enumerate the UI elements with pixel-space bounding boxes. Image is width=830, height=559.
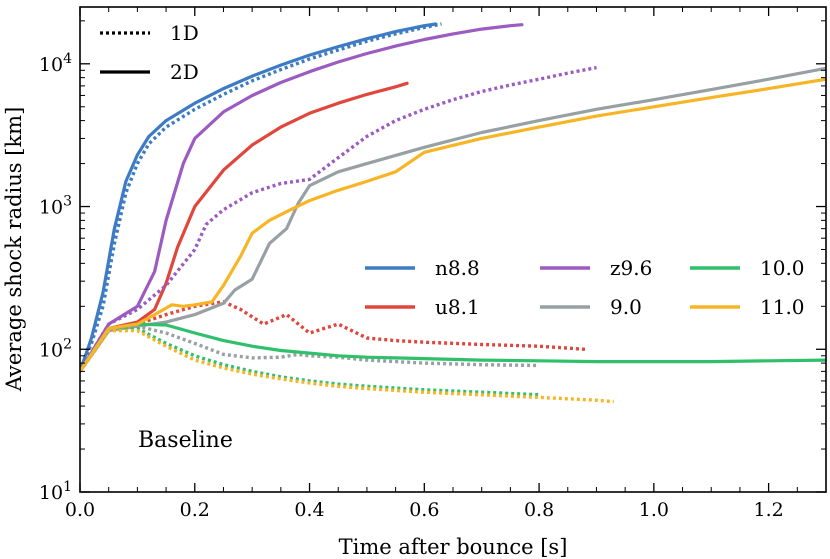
x-tick-label: 0.6: [409, 499, 439, 521]
x-tick-label: 0.2: [180, 499, 210, 521]
series-line-11-0: [80, 77, 826, 373]
series-line-z9-6-1d: [80, 65, 597, 373]
tick-labels: 0.0 0.2 0.4 0.6 0.8 1.0 1.2 101 102 103 104: [39, 51, 784, 521]
series-line-10-0: [80, 322, 826, 373]
series-line-9-0: [80, 66, 826, 373]
y-tick-label: 101: [39, 479, 72, 504]
series-line-n8-8-1d: [80, 22, 442, 373]
ticks-layer: [79, 7, 827, 493]
legend-label-11-0: 11.0: [760, 295, 805, 319]
style-legend-label-1d: 1D: [170, 21, 199, 45]
x-axis-label: Time after bounce [s]: [339, 535, 568, 559]
x-tick-label: 1.2: [754, 499, 784, 521]
y-tick-label: 103: [39, 194, 72, 219]
x-tick-label: 0.8: [524, 499, 554, 521]
series-line-n8-8: [80, 22, 438, 373]
series-line-10-0-1d: [80, 326, 540, 397]
series-legend: n8.8 u8.1 z9.6 9.0 10.0 11.0: [365, 256, 805, 319]
baseline-annotation: Baseline: [138, 428, 233, 453]
x-tick-label: 0.0: [65, 499, 95, 521]
legend-label-10-0: 10.0: [760, 256, 805, 280]
style-legend-label-2d: 2D: [170, 60, 199, 84]
y-axis-label: Average shock radius [km]: [2, 107, 26, 393]
x-tick-label: 0.4: [294, 499, 324, 521]
style-legend: 1D 2D: [100, 21, 199, 84]
series-line-u8-1: [80, 81, 409, 373]
y-tick-label: 104: [39, 51, 72, 76]
legend-label-z9-6: z9.6: [610, 256, 652, 280]
legend-label-u8-1: u8.1: [435, 295, 480, 319]
legend-label-n8-8: n8.8: [435, 256, 480, 280]
legend-label-9-0: 9.0: [610, 295, 642, 319]
y-tick-label: 102: [39, 336, 72, 361]
x-tick-label: 1.0: [639, 499, 669, 521]
series-line-z9-6: [80, 23, 524, 373]
series-layer: [80, 22, 826, 404]
